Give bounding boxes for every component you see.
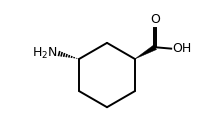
Text: OH: OH bbox=[172, 42, 191, 55]
Text: O: O bbox=[150, 12, 160, 25]
Text: H$_2$N: H$_2$N bbox=[33, 46, 58, 61]
Polygon shape bbox=[135, 45, 156, 59]
